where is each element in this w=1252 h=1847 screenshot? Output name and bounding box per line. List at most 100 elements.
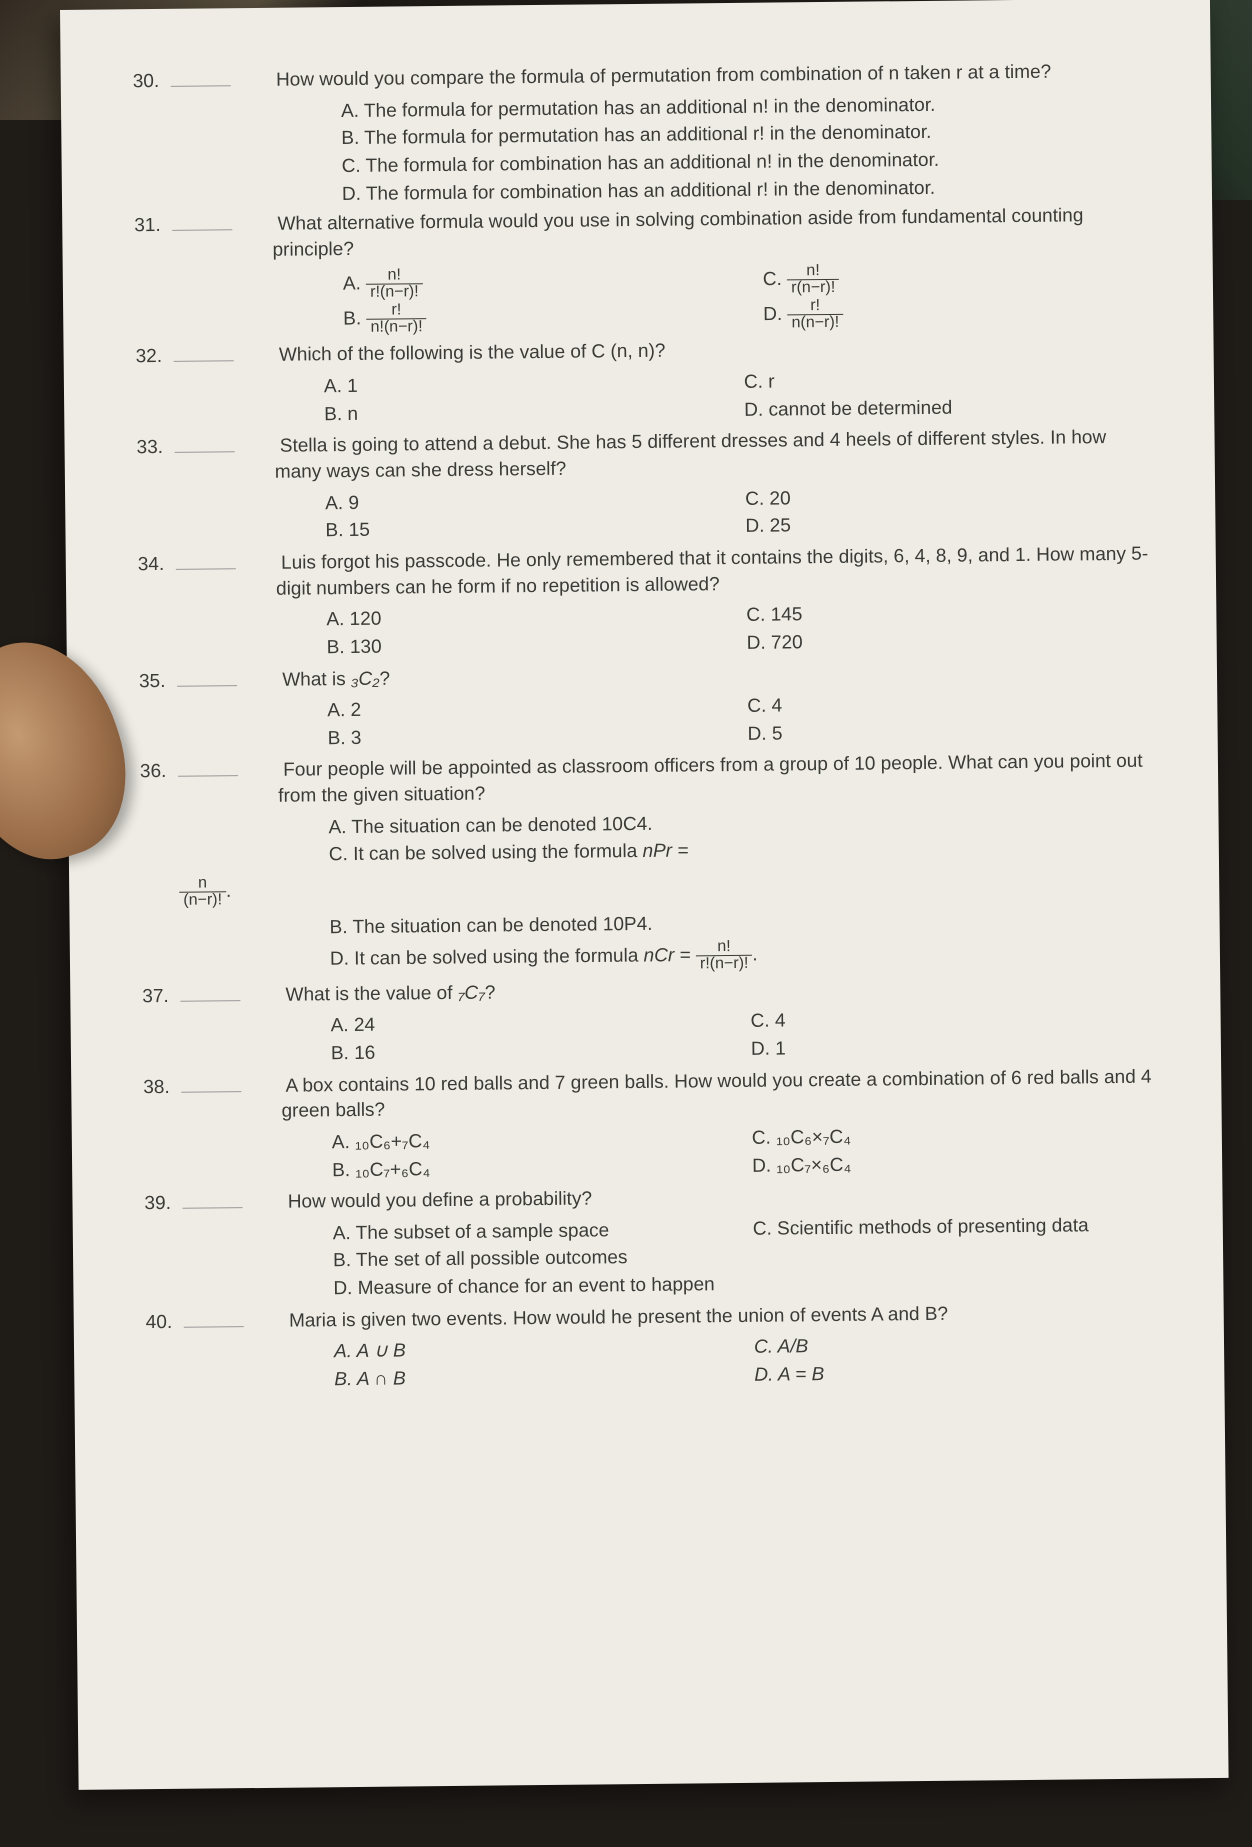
q37-text-post: ? bbox=[485, 982, 496, 1003]
q36-c-num: n bbox=[179, 875, 226, 892]
q35-expr: ₃C₂ bbox=[351, 668, 380, 689]
q40-opt-c: C. A/B bbox=[754, 1331, 1114, 1360]
q31-b-den: n!(n−r)! bbox=[367, 320, 427, 337]
q37-stem: 37. What is the value of ₇C₇? bbox=[180, 973, 1160, 1009]
q39-number: 39. bbox=[244, 1190, 282, 1216]
exam-paper: 30. How would you compare the formula of… bbox=[60, 0, 1229, 1790]
q32-options: A. 1 C. r B. n D. cannot be determined bbox=[324, 366, 1155, 430]
q36-c-pre: C. It can be solved using the formula bbox=[329, 841, 643, 865]
question-30: 30. How would you compare the formula of… bbox=[171, 59, 1152, 209]
answer-blank bbox=[171, 85, 231, 87]
q31-a-num: n! bbox=[366, 268, 423, 286]
q32-number: 32. bbox=[236, 343, 274, 369]
q30-options: A. The formula for permutation has an ad… bbox=[341, 90, 1152, 207]
q39-opt-a: A. The subset of a sample space bbox=[333, 1217, 753, 1247]
q33-opt-a: A. 9 bbox=[325, 487, 745, 517]
q34-text: Luis forgot his passcode. He only rememb… bbox=[276, 544, 1148, 600]
q37-opt-a: A. 24 bbox=[331, 1009, 751, 1039]
photo-background: 30. How would you compare the formula of… bbox=[0, 0, 1252, 1847]
q31-d-num: r! bbox=[787, 298, 843, 316]
q33-options: A. 9 C. 20 B. 15 D. 25 bbox=[325, 482, 1156, 546]
question-31: 31. What alternative formula would you u… bbox=[172, 203, 1153, 341]
q33-opt-d: D. 25 bbox=[745, 510, 1105, 539]
q35-options: A. 2 C. 4 B. 3 D. 5 bbox=[327, 690, 1158, 754]
q36-opt-d: D. It can be solved using the formula nC… bbox=[330, 938, 790, 976]
q33-stem: 33. Stella is going to attend a debut. S… bbox=[174, 425, 1154, 487]
q32-text: Which of the following is the value of C… bbox=[279, 341, 666, 366]
q36-d-pre: D. It can be solved using the formula bbox=[330, 945, 644, 969]
q36-c-frac: n (n−r)! bbox=[179, 875, 226, 908]
q39-opt-d: D. Measure of chance for an event to hap… bbox=[333, 1272, 763, 1302]
answer-blank bbox=[175, 452, 235, 454]
answer-blank bbox=[178, 776, 238, 778]
q30-number: 30. bbox=[233, 68, 271, 94]
q31-d-frac: r! n(n−r)! bbox=[787, 298, 843, 332]
question-33: 33. Stella is going to attend a debut. S… bbox=[174, 425, 1155, 548]
q34-options: A. 120 C. 145 B. 130 D. 720 bbox=[326, 599, 1157, 663]
q37-opt-c: C. 4 bbox=[751, 1005, 1111, 1034]
q38-text: A box contains 10 red balls and 7 green … bbox=[281, 1066, 1151, 1122]
q31-c-frac: n! r(n−r)! bbox=[787, 263, 839, 297]
q36-text: Four people will be appointed as classro… bbox=[278, 751, 1143, 807]
q36-d-expr: nCr = bbox=[643, 945, 690, 966]
question-32: 32. Which of the following is the value … bbox=[174, 334, 1155, 431]
q39-stem: 39. How would you define a probability? bbox=[182, 1181, 1162, 1217]
q35-opt-d: D. 5 bbox=[747, 718, 1107, 747]
question-36: 36. Four people will be appointed as cla… bbox=[178, 749, 1160, 979]
q31-b-num: r! bbox=[366, 303, 426, 321]
q38-options: A. ₁₀C₆+₇C₄ C. ₁₀C₆×₇C₄ B. ₁₀C₇+₆C₄ D. ₁… bbox=[332, 1121, 1163, 1185]
q32-opt-b: B. n bbox=[324, 398, 744, 428]
q32-stem: 32. Which of the following is the value … bbox=[174, 334, 1154, 370]
q38-opt-d: D. ₁₀C₇×₆C₄ bbox=[752, 1150, 1112, 1179]
q38-stem: 38. A box contains 10 red balls and 7 gr… bbox=[181, 1064, 1161, 1126]
q31-c-num: n! bbox=[787, 263, 839, 281]
q35-opt-a: A. 2 bbox=[327, 694, 747, 724]
q35-text-post: ? bbox=[379, 668, 390, 689]
q31-number: 31. bbox=[234, 212, 272, 238]
q35-number: 35. bbox=[239, 667, 277, 693]
q31-d-label: D. bbox=[763, 304, 782, 325]
q38-opt-c: C. ₁₀C₆×₇C₄ bbox=[752, 1122, 1112, 1151]
q37-number: 37. bbox=[242, 982, 280, 1008]
q39-text: How would you define a probability? bbox=[288, 1189, 592, 1213]
question-37: 37. What is the value of ₇C₇? A. 24 C. 4… bbox=[180, 973, 1161, 1070]
q35-opt-c: C. 4 bbox=[747, 690, 1107, 719]
q31-c-label: C. bbox=[763, 269, 782, 290]
q34-opt-d: D. 720 bbox=[747, 627, 1107, 656]
q31-options: A. n! r!(n−r)! C. n! r(n−r)! B. bbox=[343, 260, 1154, 338]
q36-number: 36. bbox=[240, 758, 278, 784]
q39-options: A. The subset of a sample space C. Scien… bbox=[333, 1212, 1164, 1304]
q36-c-den: (n−r)! bbox=[179, 892, 226, 908]
q31-b-frac: r! n!(n−r)! bbox=[366, 303, 426, 337]
q31-a-den: r!(n−r)! bbox=[366, 285, 423, 302]
q35-opt-b: B. 3 bbox=[328, 722, 748, 752]
answer-blank bbox=[180, 1000, 240, 1002]
q40-opt-a: A. A ∪ B bbox=[334, 1335, 754, 1365]
q40-options: A. A ∪ B C. A/B B. A ∩ B D. A = B bbox=[334, 1331, 1165, 1395]
answer-blank bbox=[183, 1207, 243, 1209]
q31-opt-a: A. n! r!(n−r)! bbox=[343, 264, 763, 301]
q36-opt-b: B. The situation can be denoted 10P4. bbox=[329, 911, 749, 941]
q34-stem: 34. Luis forgot his passcode. He only re… bbox=[176, 542, 1156, 604]
q37-text-pre: What is the value of bbox=[285, 983, 457, 1006]
q32-opt-c: C. r bbox=[744, 366, 1104, 395]
q31-b-label: B. bbox=[343, 309, 361, 330]
q40-stem: 40. Maria is given two events. How would… bbox=[184, 1299, 1164, 1335]
question-39: 39. How would you define a probability? … bbox=[182, 1181, 1163, 1306]
q34-number: 34. bbox=[238, 551, 276, 577]
q39-opt-c: C. Scientific methods of presenting data bbox=[753, 1213, 1113, 1242]
question-38: 38. A box contains 10 red balls and 7 gr… bbox=[181, 1064, 1162, 1187]
q37-expr: ₇C₇ bbox=[458, 982, 485, 1003]
q39-opt-b: B. The set of all possible outcomes bbox=[333, 1244, 753, 1274]
q34-opt-b: B. 130 bbox=[327, 631, 747, 661]
q31-a-label: A. bbox=[343, 274, 361, 295]
q32-opt-d: D. cannot be determined bbox=[744, 394, 1104, 423]
question-40: 40. Maria is given two events. How would… bbox=[184, 1299, 1165, 1396]
q33-text: Stella is going to attend a debut. She h… bbox=[275, 427, 1107, 482]
answer-blank bbox=[176, 568, 236, 570]
q40-text: Maria is given two events. How would he … bbox=[289, 1303, 948, 1331]
q36-d-num: n! bbox=[696, 938, 753, 956]
q37-options: A. 24 C. 4 B. 16 D. 1 bbox=[331, 1005, 1162, 1069]
q37-opt-b: B. 16 bbox=[331, 1037, 751, 1067]
q31-a-frac: n! r!(n−r)! bbox=[366, 268, 423, 302]
